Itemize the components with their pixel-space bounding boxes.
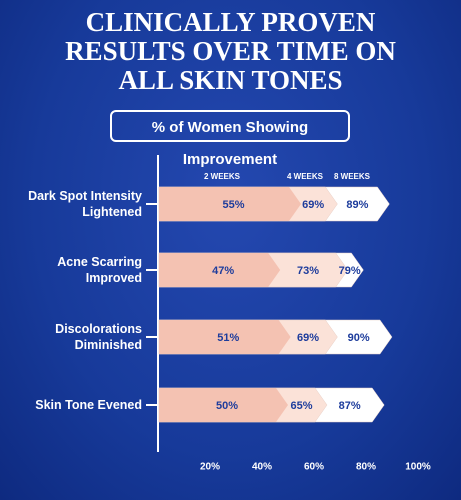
x-tick-label: 20% <box>200 462 220 473</box>
x-tick-label: 60% <box>304 462 324 473</box>
value-label: 65% <box>290 400 312 412</box>
value-label: 51% <box>217 332 239 344</box>
value-label: 79% <box>339 265 361 277</box>
value-label: 55% <box>222 199 244 211</box>
category-label: Skin Tone Evened <box>35 398 142 412</box>
category-label: Discolorations Diminished <box>55 322 142 352</box>
category-label: Dark Spot Intensity Lightened <box>28 189 142 219</box>
legend-label: 2 WEEKS <box>204 172 241 181</box>
value-label: 89% <box>346 199 368 211</box>
bar-segment <box>159 388 288 422</box>
legend-label: 4 WEEKS <box>287 172 324 181</box>
x-tick-label: 40% <box>252 462 272 473</box>
bar-segment <box>159 320 291 354</box>
x-tick-label: 80% <box>356 462 376 473</box>
x-tick-label: 100% <box>405 462 431 473</box>
value-label: 50% <box>216 400 238 412</box>
category-label: Acne Scarring Improved <box>57 255 142 285</box>
chart-title: CLINICALLY PROVEN RESULTS OVER TIME ON A… <box>65 7 396 95</box>
bar-segment <box>159 187 301 221</box>
legend-label: 8 WEEKS <box>334 172 371 181</box>
value-label: 73% <box>297 265 319 277</box>
bar-segment <box>159 253 281 287</box>
value-label: 69% <box>302 199 324 211</box>
value-label: 90% <box>348 332 370 344</box>
value-label: 69% <box>297 332 319 344</box>
value-label: 87% <box>339 400 361 412</box>
chart-subtitle: % of Women Showing Improvement <box>110 110 350 168</box>
value-label: 47% <box>212 265 234 277</box>
